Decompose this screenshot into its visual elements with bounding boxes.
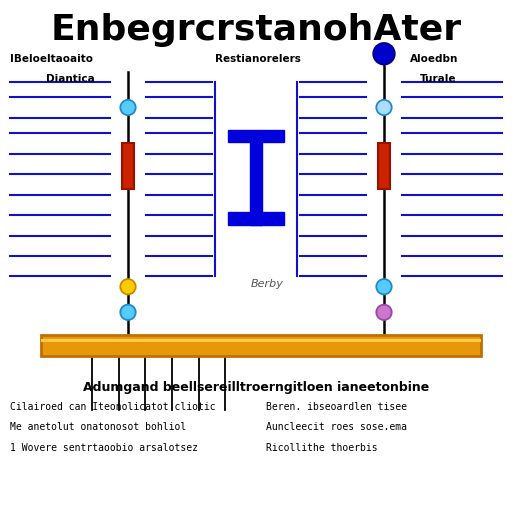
Text: Beren. ibseoardlen tisee: Beren. ibseoardlen tisee	[266, 402, 407, 412]
Text: Berby: Berby	[251, 279, 284, 289]
Circle shape	[120, 305, 136, 320]
Circle shape	[120, 100, 136, 115]
Text: Me anetolut onatonosot bohliol: Me anetolut onatonosot bohliol	[10, 422, 186, 433]
Text: Adumgand beellsereilltroerngitloen ianeetonbine: Adumgand beellsereilltroerngitloen ianee…	[83, 381, 429, 394]
Bar	[228, 130, 284, 142]
Circle shape	[120, 279, 136, 294]
Bar	[250, 133, 262, 225]
Text: EnbegrcrstanohAter: EnbegrcrstanohAter	[51, 13, 461, 47]
Text: 1 Wovere sentrtaoobio arsalotsez: 1 Wovere sentrtaoobio arsalotsez	[10, 443, 198, 453]
Circle shape	[376, 279, 392, 294]
Text: Diantica: Diantica	[46, 74, 95, 84]
Text: Aloedbn: Aloedbn	[410, 54, 458, 64]
Text: Cilairoed can Iteonolicatot cliotic: Cilairoed can Iteonolicatot cliotic	[10, 402, 216, 412]
Circle shape	[373, 43, 395, 65]
Circle shape	[376, 305, 392, 320]
Text: Auncleecit roes sose.ema: Auncleecit roes sose.ema	[266, 422, 407, 433]
Bar	[41, 335, 481, 356]
Text: Turale: Turale	[420, 74, 456, 84]
Text: IBeloeltaoaito: IBeloeltaoaito	[10, 54, 93, 64]
Bar	[228, 212, 284, 225]
Bar	[378, 143, 390, 189]
Bar	[41, 339, 481, 342]
Circle shape	[376, 100, 392, 115]
Text: Ricollithe thoerbis: Ricollithe thoerbis	[266, 443, 378, 453]
Text: Restianorelers: Restianorelers	[215, 54, 301, 64]
Bar	[122, 143, 134, 189]
